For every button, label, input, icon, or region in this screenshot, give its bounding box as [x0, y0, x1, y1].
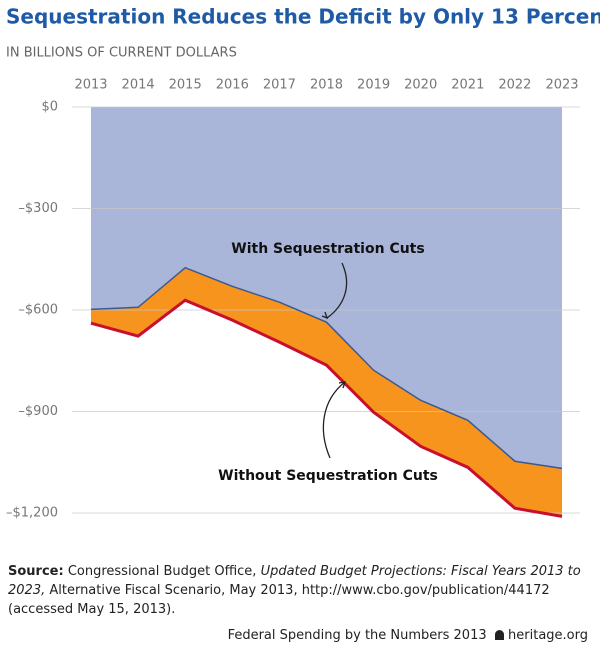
x-tick-label: 2018 — [310, 78, 343, 93]
line — [90, 298, 563, 518]
area — [91, 107, 562, 469]
x-tick-label: 2017 — [263, 78, 296, 93]
source-label: Source: — [8, 564, 64, 579]
x-tick-label: 2022 — [498, 78, 531, 93]
line — [90, 266, 563, 470]
series-label: Without Sequestration Cuts — [218, 468, 438, 484]
y-tick-label: –$300 — [18, 201, 58, 216]
chart: Sequestration Reduces the Deficit by Onl… — [6, 5, 600, 521]
arrow — [326, 262, 348, 319]
source-note: Source: Congressional Budget Office, Upd… — [8, 562, 588, 619]
chart-title: Sequestration Reduces the Deficit by Onl… — [6, 5, 600, 29]
x-tick-label: 2023 — [545, 78, 578, 93]
footer: Federal Spending by the Numbers 2013 her… — [228, 628, 588, 643]
source-text: Alternative Fiscal Scenario, May 2013, h… — [8, 583, 550, 617]
x-tick-label: 2013 — [74, 78, 107, 93]
x-tick-label: 2019 — [357, 78, 390, 93]
arrow — [322, 381, 346, 459]
y-tick-label: –$900 — [18, 404, 58, 419]
source-text: Congressional Budget Office, — [63, 564, 261, 579]
source-title: Updated Budget Projections: Fiscal Years… — [8, 564, 581, 598]
y-tick-label: –$1,200 — [6, 506, 58, 521]
series-label: With Sequestration Cuts — [231, 241, 424, 257]
plot: $0 –$300 –$600 –$900 –$1,200 2013 2014 2015 2016… — [6, 78, 580, 521]
footer-text: Federal Spending by the Numbers 2013 — [227, 628, 487, 643]
arrow-head — [338, 381, 346, 389]
x-tick-label: 2021 — [451, 78, 484, 93]
x-tick-label: 2014 — [122, 78, 155, 93]
bell-icon — [494, 630, 504, 640]
area-band — [91, 267, 562, 517]
chart-subtitle: IN BILLIONS OF CURRENT DOLLARS — [6, 46, 237, 61]
site-link: heritage.org — [508, 628, 588, 643]
arrow-head — [321, 311, 329, 320]
x-tick-label: 2015 — [169, 78, 202, 93]
y-tick-label: $0 — [41, 100, 58, 115]
x-tick-label: 2020 — [404, 78, 437, 93]
x-tick-label: 2016 — [216, 78, 249, 93]
y-tick-label: –$600 — [18, 303, 58, 318]
